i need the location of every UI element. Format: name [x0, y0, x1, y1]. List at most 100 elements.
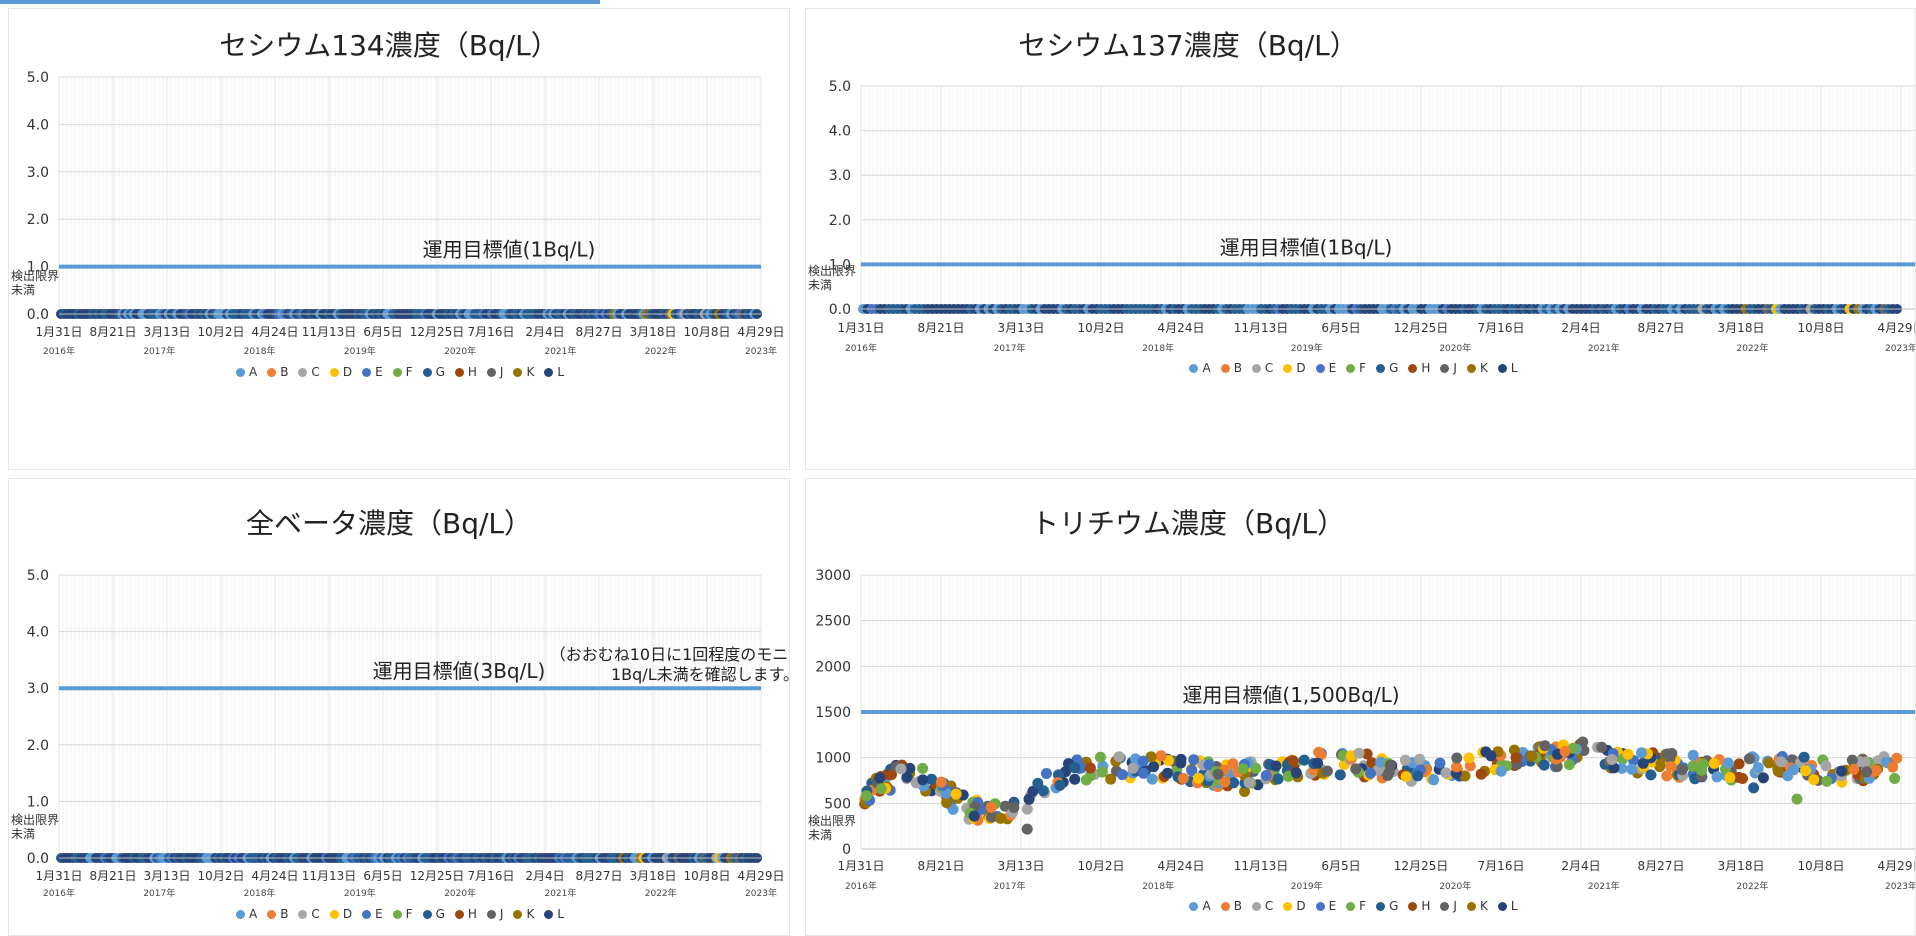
data-point-L [1637, 757, 1649, 769]
legend-marker-C [1251, 364, 1261, 373]
legend-label: A [1202, 899, 1211, 913]
year-label: 2017年 [143, 345, 175, 357]
legend-item-K: K [513, 365, 534, 379]
legend-label: B [1233, 899, 1242, 913]
legend-label: A [248, 365, 258, 379]
legend-label: E [1328, 361, 1337, 375]
legend-marker-L [1497, 364, 1507, 373]
data-point-L [917, 774, 929, 786]
data-point-J [1743, 753, 1755, 765]
annotation-text: 1Bq/L未満を確認します。） [611, 665, 790, 684]
x-tick-label: 11月13日 [302, 325, 357, 339]
legend-label: B [1233, 361, 1242, 375]
legend-label: H [467, 365, 477, 379]
below-detection-label: 未満 [808, 828, 832, 842]
legend-marker-F [1346, 902, 1356, 911]
year-label: 2020年 [444, 887, 476, 899]
year-label: 2020年 [1439, 342, 1471, 354]
legend-label: C [311, 907, 320, 921]
data-point-L [874, 772, 886, 784]
data-point-C [1243, 777, 1255, 789]
legend-label: E [375, 365, 383, 379]
legend-label: D [1296, 361, 1306, 375]
year-label: 2019年 [344, 345, 376, 357]
data-point-A [947, 803, 959, 815]
data-point-J [1861, 766, 1873, 778]
data-point-A [1636, 747, 1647, 759]
x-tick-label: 10月2日 [1078, 859, 1125, 873]
target-line-label: 運用目標値(1Bq/L) [423, 238, 596, 262]
legend-marker-A [235, 368, 245, 377]
legend-marker-C [298, 368, 308, 377]
legend-label: C [1264, 361, 1274, 375]
data-point-J [1212, 768, 1224, 780]
year-label: 2019年 [1291, 342, 1323, 354]
year-label: 2016年 [845, 342, 877, 354]
y-tick-label: 1.0 [27, 260, 49, 276]
legend-label: D [342, 907, 353, 921]
data-point-J [1008, 802, 1020, 813]
legend-item-J: J [1440, 899, 1457, 913]
data-point-F [875, 783, 887, 795]
legend-marker-D [1283, 902, 1293, 911]
data-point-L [1069, 773, 1081, 785]
legend-marker-A [1189, 364, 1199, 373]
year-label: 2023年 [745, 345, 777, 357]
x-tick-label: 11月13日 [302, 869, 357, 883]
x-tick-label: 4月29日 [1878, 859, 1916, 873]
legend-marker-F [1346, 364, 1356, 373]
data-point-B [1887, 761, 1899, 773]
legend-label: L [1510, 361, 1518, 375]
data-point-E [1138, 767, 1149, 779]
x-tick-label: 10月2日 [198, 869, 245, 883]
data-point-F [1821, 775, 1833, 787]
y-tick-label: 4.0 [829, 124, 851, 140]
data-point-C [1414, 753, 1426, 765]
x-tick-label: 3月18日 [1718, 321, 1765, 335]
data-point-L [1608, 762, 1620, 774]
legend-label: E [375, 907, 383, 921]
y-tick-label: 5.0 [27, 70, 49, 86]
x-tick-label: 4月24日 [1158, 321, 1205, 335]
x-tick-label: 4月29日 [738, 869, 785, 883]
data-point-C [1440, 767, 1452, 779]
below-detection-label: 検出限界 [11, 813, 59, 827]
legend-label: D [1296, 899, 1306, 913]
data-point-A [1146, 773, 1158, 785]
data-point-C [1606, 754, 1618, 765]
legend-marker-A [1189, 902, 1199, 911]
legend-marker-B [267, 368, 277, 377]
legend-item-H: H [454, 365, 477, 379]
legend-item-K: K [1466, 361, 1488, 375]
legend-label: F [405, 365, 413, 379]
data-point-F [1250, 762, 1262, 774]
data-point-B [1155, 750, 1167, 762]
x-tick-label: 3月13日 [144, 869, 191, 883]
year-label: 2017年 [994, 880, 1026, 892]
x-tick-label: 4月24日 [252, 869, 299, 883]
x-tick-label: 12月25日 [1394, 321, 1449, 335]
year-label: 2020年 [1439, 880, 1471, 892]
legend-item-D: D [1283, 899, 1306, 913]
legend-item-C: C [1251, 899, 1273, 913]
legend-item-A: A [1189, 361, 1211, 375]
data-point-E [1137, 755, 1149, 767]
y-tick-label: 5.0 [829, 79, 851, 95]
chart-panel-tritium: トリチウム濃度（Bq/L） 3000 2500 2000 1500 1000 500 0 検出限… [805, 478, 1916, 936]
legend-item-L: L [544, 907, 564, 921]
year-label: 2022年 [1736, 880, 1768, 892]
chart-title: セシウム134濃度（Bq/L） [219, 29, 558, 62]
data-point-H [886, 769, 897, 781]
data-point-C [895, 763, 907, 775]
x-tick-label: 3月13日 [144, 325, 191, 339]
chart-panel-cesium134: セシウム134濃度（Bq/L） 5.0 4.0 3.0 2.0 1.0 0.0 検出限界 未満 運… [8, 8, 790, 470]
x-tick-label: 11月13日 [1234, 859, 1289, 873]
legend-label: H [1421, 361, 1431, 375]
year-label: 2022年 [645, 887, 677, 899]
x-tick-label: 10月2日 [198, 325, 245, 339]
legend-marker-K [1466, 902, 1476, 911]
data-point-J [1596, 741, 1608, 753]
data-point-A [1752, 762, 1764, 774]
data-point-L [1312, 757, 1324, 769]
x-tick-label: 6月5日 [363, 869, 402, 883]
